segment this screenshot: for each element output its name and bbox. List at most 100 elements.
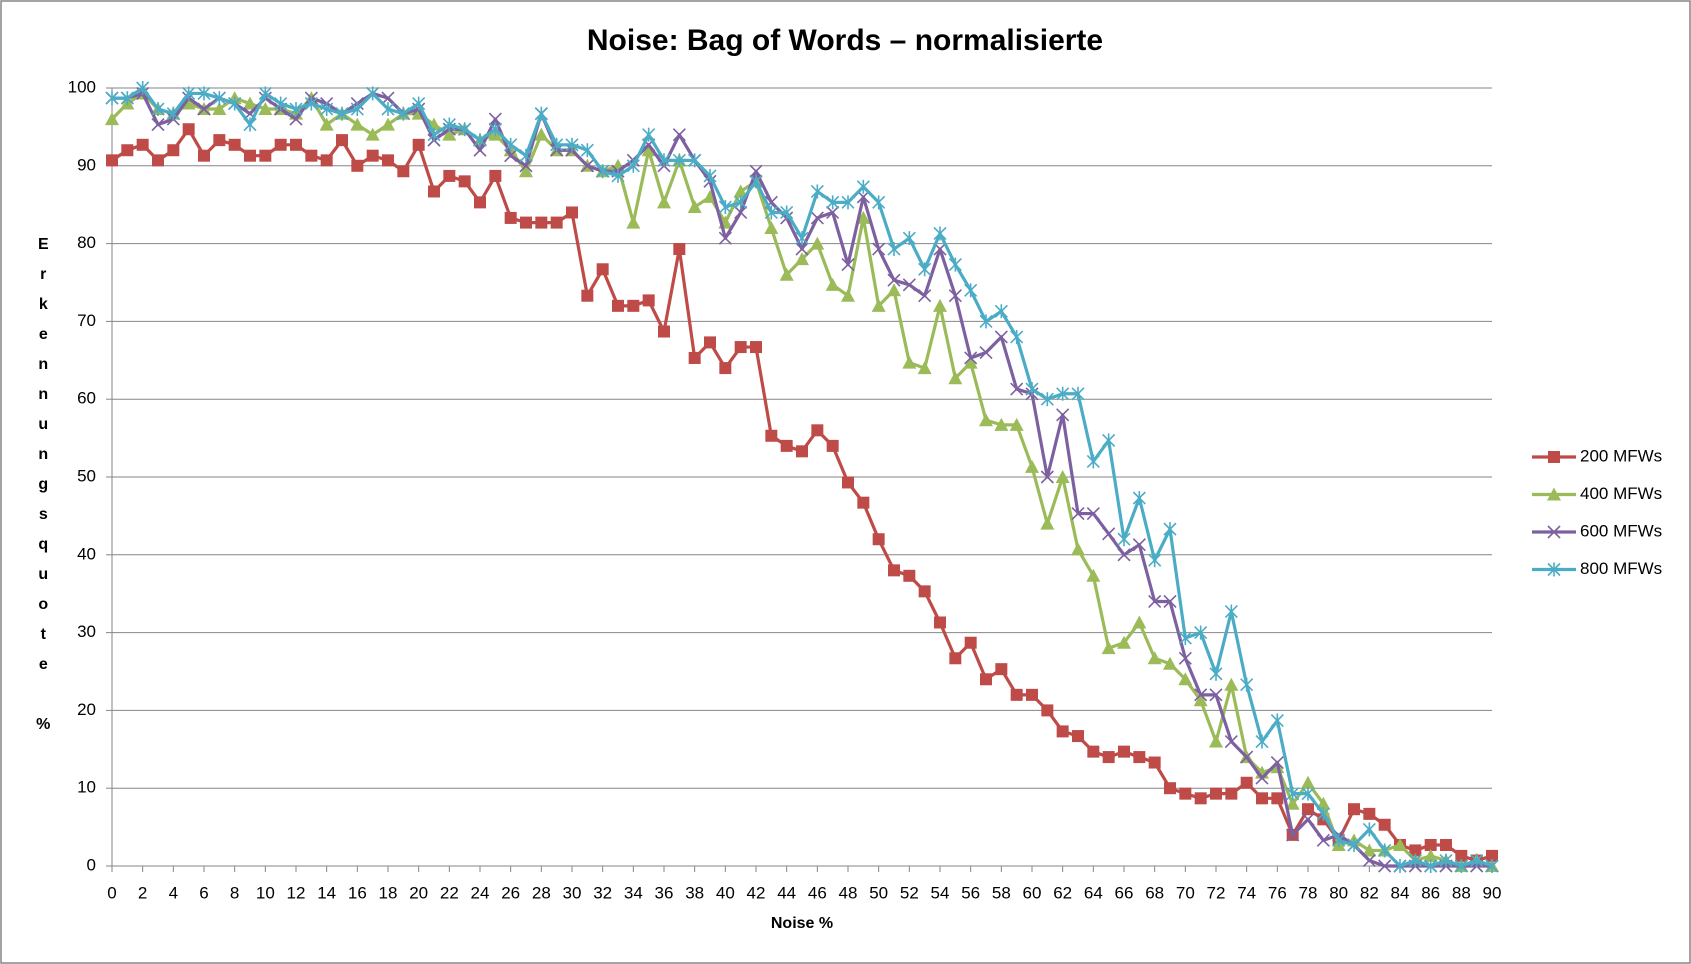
data-point	[1301, 775, 1315, 789]
data-point	[442, 117, 456, 132]
data-point	[1362, 853, 1376, 868]
data-point	[1072, 730, 1084, 743]
data-point	[1209, 688, 1223, 702]
data-point	[289, 112, 303, 126]
data-point	[902, 278, 916, 292]
data-point	[1255, 771, 1269, 785]
marker-square	[136, 138, 149, 151]
marker-square	[458, 175, 471, 188]
marker-square	[857, 496, 870, 509]
y-axis-title: Erkennungsquote %	[35, 236, 52, 746]
data-point	[1409, 844, 1422, 857]
data-point	[1378, 843, 1392, 858]
data-point	[1071, 386, 1085, 401]
marker-cross	[1148, 594, 1162, 609]
x-tick-label: 78	[1299, 883, 1318, 902]
marker-triangle	[933, 298, 947, 312]
marker-square	[198, 149, 210, 162]
marker-square	[1102, 751, 1115, 764]
data-point	[872, 195, 886, 210]
x-tick-label: 54	[931, 883, 950, 902]
marker-cross	[1040, 470, 1054, 484]
data-point	[181, 96, 196, 110]
marker-square	[1424, 838, 1437, 851]
marker-square	[627, 299, 640, 312]
data-point	[704, 336, 716, 349]
x-tick-label: 0	[107, 883, 116, 902]
data-point	[1240, 750, 1254, 764]
marker-cross	[1163, 594, 1177, 609]
data-point	[733, 184, 748, 198]
data-point	[1225, 787, 1238, 800]
marker-square	[1378, 818, 1391, 831]
marker-cross	[887, 273, 901, 287]
data-point	[626, 158, 640, 173]
data-point	[795, 231, 809, 246]
data-point	[964, 283, 978, 298]
marker-triangle	[1209, 734, 1223, 748]
data-point	[825, 277, 840, 291]
data-point	[1040, 516, 1055, 530]
data-point	[1148, 756, 1161, 769]
marker-cross	[994, 330, 1008, 344]
data-point	[1071, 542, 1085, 556]
marker-square	[244, 149, 256, 162]
marker-cross	[918, 289, 932, 303]
marker-square	[1256, 792, 1268, 805]
data-point	[734, 205, 748, 220]
x-tick-label: 30	[563, 883, 582, 902]
data-point	[1118, 745, 1130, 758]
data-point	[1316, 796, 1331, 810]
data-point	[1163, 522, 1177, 537]
data-point	[381, 117, 395, 131]
data-point	[473, 133, 487, 148]
marker-triangle	[948, 371, 963, 385]
data-point	[1485, 859, 1499, 873]
marker-triangle	[795, 252, 809, 266]
marker-square	[811, 424, 824, 437]
marker-square	[1072, 730, 1084, 743]
data-point	[197, 102, 211, 116]
data-point	[382, 154, 394, 167]
data-point	[1240, 776, 1253, 789]
marker-square	[1164, 782, 1176, 795]
x-tick-label: 84	[1391, 883, 1410, 902]
marker-cross	[289, 112, 303, 126]
marker-square	[1194, 792, 1207, 805]
data-point	[1087, 745, 1100, 758]
marker-square	[213, 134, 226, 147]
data-point	[642, 127, 656, 142]
data-point	[979, 413, 993, 427]
marker-cross	[734, 205, 748, 220]
marker-square	[228, 138, 241, 151]
data-point	[902, 355, 917, 369]
data-point	[106, 154, 118, 167]
data-point	[550, 216, 563, 229]
data-point	[979, 314, 993, 329]
data-point	[489, 169, 502, 182]
data-point	[1378, 859, 1392, 873]
x-tick-label: 28	[532, 883, 551, 902]
data-point	[1041, 704, 1054, 717]
marker-cross	[795, 242, 809, 256]
marker-square	[1271, 792, 1284, 805]
data-point	[1362, 822, 1376, 837]
data-point	[1547, 487, 1561, 501]
data-point	[534, 127, 549, 141]
marker-triangle	[810, 236, 825, 250]
data-point	[842, 476, 854, 489]
marker-triangle	[917, 361, 932, 375]
marker-square	[535, 216, 548, 229]
marker-square	[1225, 787, 1238, 800]
marker-square	[1363, 807, 1376, 820]
marker-square	[320, 154, 333, 167]
x-tick-label: 52	[900, 883, 919, 902]
marker-square	[750, 341, 762, 354]
data-point	[887, 283, 901, 297]
marker-triangle	[1132, 615, 1147, 629]
data-point	[1424, 838, 1437, 851]
marker-cross	[151, 118, 165, 132]
marker-square	[581, 289, 594, 302]
marker-triangle	[1071, 542, 1085, 556]
data-point	[428, 185, 440, 198]
